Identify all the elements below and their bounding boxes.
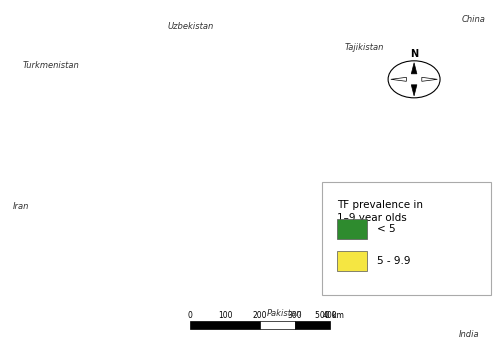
Text: 500 km: 500 km	[315, 311, 344, 320]
FancyBboxPatch shape	[322, 182, 491, 295]
Text: 0: 0	[188, 311, 193, 320]
Text: TF prevalence in
1–9 year olds: TF prevalence in 1–9 year olds	[337, 200, 423, 223]
Text: 300: 300	[288, 311, 302, 320]
FancyBboxPatch shape	[337, 251, 367, 271]
Text: Tajikistan: Tajikistan	[344, 43, 384, 52]
Polygon shape	[412, 85, 417, 96]
FancyBboxPatch shape	[337, 219, 367, 239]
Text: Iran: Iran	[13, 202, 30, 211]
Text: N: N	[410, 49, 418, 59]
Text: 200: 200	[252, 311, 267, 320]
Text: Uzbekistan: Uzbekistan	[167, 22, 214, 31]
Text: India: India	[458, 330, 479, 339]
Text: 5 - 9.9: 5 - 9.9	[377, 256, 410, 266]
Polygon shape	[412, 63, 417, 74]
Text: 400: 400	[322, 311, 337, 320]
Polygon shape	[422, 77, 438, 81]
Text: Turkmenistan: Turkmenistan	[22, 61, 80, 70]
Bar	[295, 321, 330, 329]
Text: China: China	[462, 15, 485, 24]
Text: Pakistan: Pakistan	[267, 308, 302, 318]
Polygon shape	[391, 77, 406, 81]
Bar	[260, 321, 295, 329]
Text: 100: 100	[218, 311, 232, 320]
Bar	[190, 321, 260, 329]
Text: < 5: < 5	[377, 224, 396, 234]
